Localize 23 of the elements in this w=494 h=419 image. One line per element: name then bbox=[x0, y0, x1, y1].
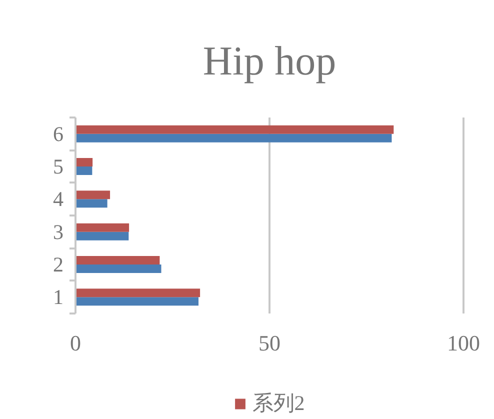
legend-label: 系列2 bbox=[252, 390, 305, 417]
bar bbox=[76, 199, 108, 208]
bar bbox=[76, 223, 130, 232]
bar bbox=[76, 125, 394, 134]
x-tick-label: 0 bbox=[70, 330, 81, 356]
chart-title: Hip hop bbox=[202, 38, 336, 84]
bar bbox=[76, 288, 200, 298]
bar bbox=[76, 134, 392, 142]
x-tick-label: 100 bbox=[447, 330, 480, 356]
bar bbox=[76, 297, 198, 306]
bar bbox=[76, 256, 160, 264]
bar bbox=[76, 264, 162, 273]
y-tick-label: 1 bbox=[53, 285, 64, 310]
x-tick-label: 50 bbox=[258, 330, 280, 356]
y-tick-label: 6 bbox=[53, 122, 64, 146]
bar bbox=[76, 166, 92, 175]
y-tick-label: 5 bbox=[53, 154, 64, 178]
y-tick-label: 2 bbox=[53, 252, 64, 276]
y-tick-label: 4 bbox=[53, 187, 64, 212]
bar bbox=[76, 232, 129, 240]
y-tick-label: 3 bbox=[53, 220, 64, 244]
bar bbox=[76, 190, 110, 200]
bar bbox=[76, 158, 93, 166]
